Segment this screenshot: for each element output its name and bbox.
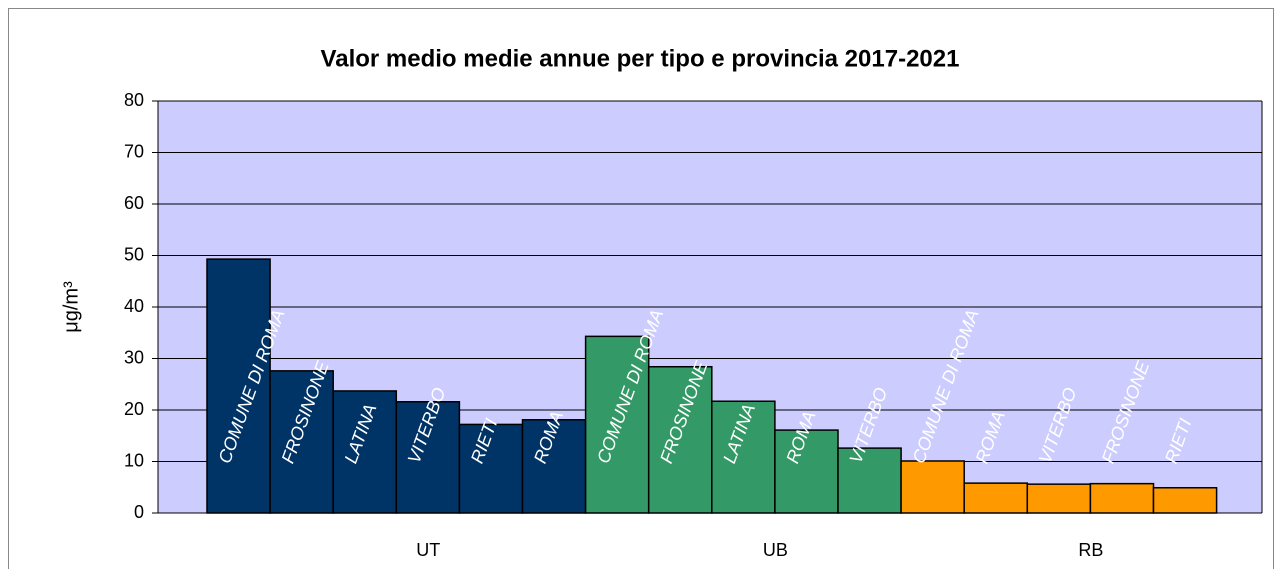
bar: [1026, 483, 1092, 514]
bar: [458, 423, 524, 514]
bar: [521, 419, 587, 514]
x-tick-label: UB: [763, 540, 788, 560]
x-tick-label: RB: [1078, 540, 1103, 560]
y-tick-label: 10: [124, 450, 144, 470]
bar: [647, 365, 713, 514]
y-tick-label: 0: [134, 502, 144, 522]
bar: [395, 401, 461, 514]
y-tick-label: 30: [124, 347, 144, 367]
bar: [1152, 487, 1218, 514]
bar: [1089, 482, 1155, 514]
y-tick-label: 20: [124, 399, 144, 419]
y-tick-label: 50: [124, 244, 144, 264]
x-tick-label: UT: [416, 540, 440, 560]
bar: [711, 400, 776, 514]
y-tick-label: 80: [124, 90, 144, 110]
y-tick-label: 60: [124, 193, 144, 213]
chart-title: Valor medio medie annue per tipo e provi…: [321, 45, 960, 72]
bar: [963, 482, 1029, 514]
y-tick-label: 40: [124, 296, 144, 316]
bar: [900, 460, 965, 514]
y-axis-label: μg/m³: [60, 281, 82, 333]
y-tick-label: 70: [124, 141, 144, 161]
bar: [774, 429, 839, 514]
